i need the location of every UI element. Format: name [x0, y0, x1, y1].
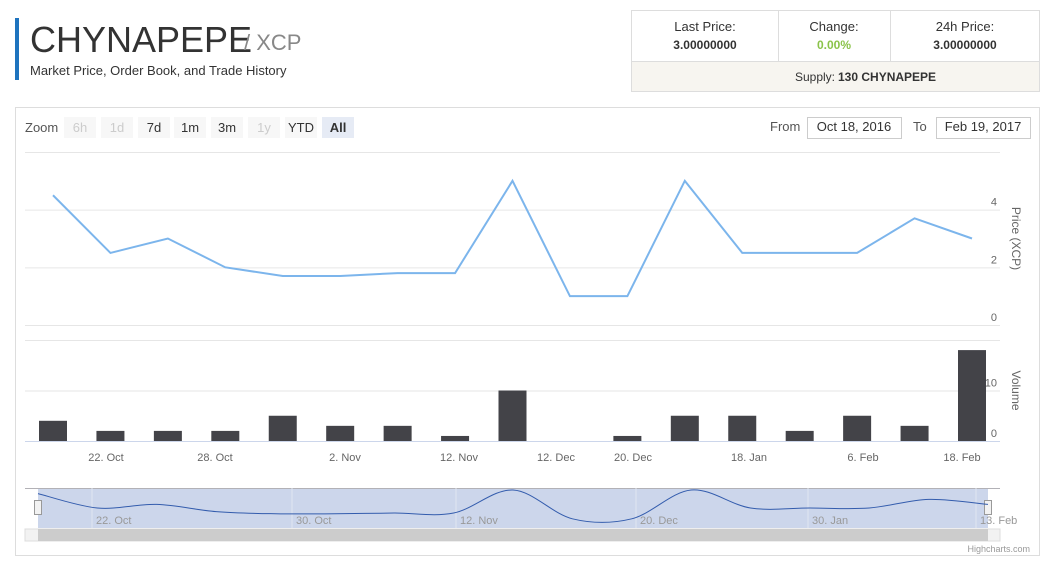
- range-button[interactable]: [174, 117, 206, 138]
- y-tick-label: 0: [991, 312, 997, 324]
- to-label: To: [913, 119, 927, 134]
- axis-title: Volume: [1009, 370, 1023, 410]
- to-value[interactable]: Feb 19, 2017: [945, 119, 1022, 134]
- range-button-label[interactable]: 7d: [147, 120, 161, 135]
- navigator-handle[interactable]: [34, 500, 42, 515]
- x-tick-label: 12. Dec: [537, 452, 575, 464]
- navigator-label: 12. Nov: [460, 515, 498, 527]
- stat-label: 24h Price:: [936, 19, 995, 34]
- stat-label: Change:: [809, 19, 858, 34]
- volume-bar: [326, 425, 355, 441]
- range-button[interactable]: [211, 117, 243, 138]
- supply-label: Supply:: [795, 70, 835, 84]
- title-accent: [15, 18, 19, 80]
- range-button[interactable]: [101, 117, 133, 138]
- volume-bar: [383, 425, 412, 441]
- x-tick-label: 22. Oct: [88, 452, 123, 464]
- navigator-label: 30. Oct: [296, 515, 331, 527]
- x-tick-label: 6. Feb: [847, 452, 878, 464]
- range-button-label[interactable]: All: [330, 120, 347, 135]
- stat-value: 0.00%: [817, 38, 851, 52]
- volume-bar: [153, 430, 182, 441]
- y-tick-label: 0: [991, 428, 997, 440]
- volume-bar: [39, 420, 67, 441]
- volume-bar: [785, 430, 814, 441]
- scrollbar-thumb[interactable]: [38, 529, 988, 541]
- x-tick-label: 18. Jan: [731, 452, 767, 464]
- zoom-label: Zoom: [25, 120, 58, 135]
- from-value[interactable]: Oct 18, 2016: [817, 119, 891, 134]
- from-label: From: [770, 119, 800, 134]
- range-button[interactable]: [248, 117, 280, 138]
- navigator-label: 22. Oct: [96, 515, 131, 527]
- volume-bar: [728, 415, 757, 441]
- range-button-label[interactable]: 1d: [110, 120, 124, 135]
- volume-bar: [613, 435, 642, 441]
- range-button-label[interactable]: 1m: [181, 120, 199, 135]
- y-tick-label: 2: [991, 254, 997, 266]
- range-button-label[interactable]: 1y: [257, 120, 271, 135]
- volume-bar: [843, 415, 872, 441]
- stat-value: 3.00000000: [933, 38, 997, 52]
- y-tick-label: 4: [991, 197, 997, 209]
- price-line: [52, 178, 973, 298]
- volume-bar: [498, 390, 527, 441]
- pair: / XCP: [244, 30, 301, 55]
- volume-bar: [211, 430, 240, 441]
- volume-bar: [268, 415, 297, 441]
- range-button[interactable]: [322, 117, 354, 138]
- range-button[interactable]: [285, 117, 317, 138]
- range-button-label[interactable]: YTD: [288, 120, 314, 135]
- navigator-label: 20. Dec: [640, 515, 678, 527]
- x-tick-label: 2. Nov: [329, 452, 361, 464]
- chart-box: [15, 107, 1040, 556]
- stat-label: Last Price:: [674, 19, 735, 34]
- navigator-label: 13. Feb: [980, 515, 1017, 527]
- x-tick-label: 18. Feb: [943, 452, 980, 464]
- subtitle: Market Price, Order Book, and Trade Hist…: [30, 63, 287, 78]
- stat-value: 3.00000000: [673, 38, 737, 52]
- range-button-label[interactable]: 3m: [218, 120, 236, 135]
- volume-bar: [670, 415, 699, 441]
- title: CHYNAPEPE: [30, 19, 252, 60]
- supply-row: [632, 61, 1039, 91]
- credit[interactable]: Highcharts.com: [967, 544, 1030, 554]
- x-tick-label: 12. Nov: [440, 452, 478, 464]
- axis-title: Price (XCP): [1009, 207, 1023, 270]
- range-button-label[interactable]: 6h: [73, 120, 87, 135]
- y-tick-label: 10: [985, 378, 997, 390]
- to-input[interactable]: [936, 117, 1031, 139]
- x-tick-label: 20. Dec: [614, 452, 652, 464]
- volume-bar: [900, 425, 929, 441]
- range-button[interactable]: [64, 117, 96, 138]
- volume-bar: [96, 430, 125, 441]
- x-tick-label: 28. Oct: [197, 452, 232, 464]
- navigator-handle[interactable]: [984, 500, 992, 515]
- navigator-label: 30. Jan: [812, 515, 848, 527]
- navigator-line: [37, 489, 989, 523]
- from-input[interactable]: [807, 117, 902, 139]
- volume-bar: [958, 350, 986, 441]
- supply-value: 130 CHYNAPEPE: [838, 70, 936, 84]
- volume-bar: [441, 435, 470, 441]
- range-button[interactable]: [138, 117, 170, 138]
